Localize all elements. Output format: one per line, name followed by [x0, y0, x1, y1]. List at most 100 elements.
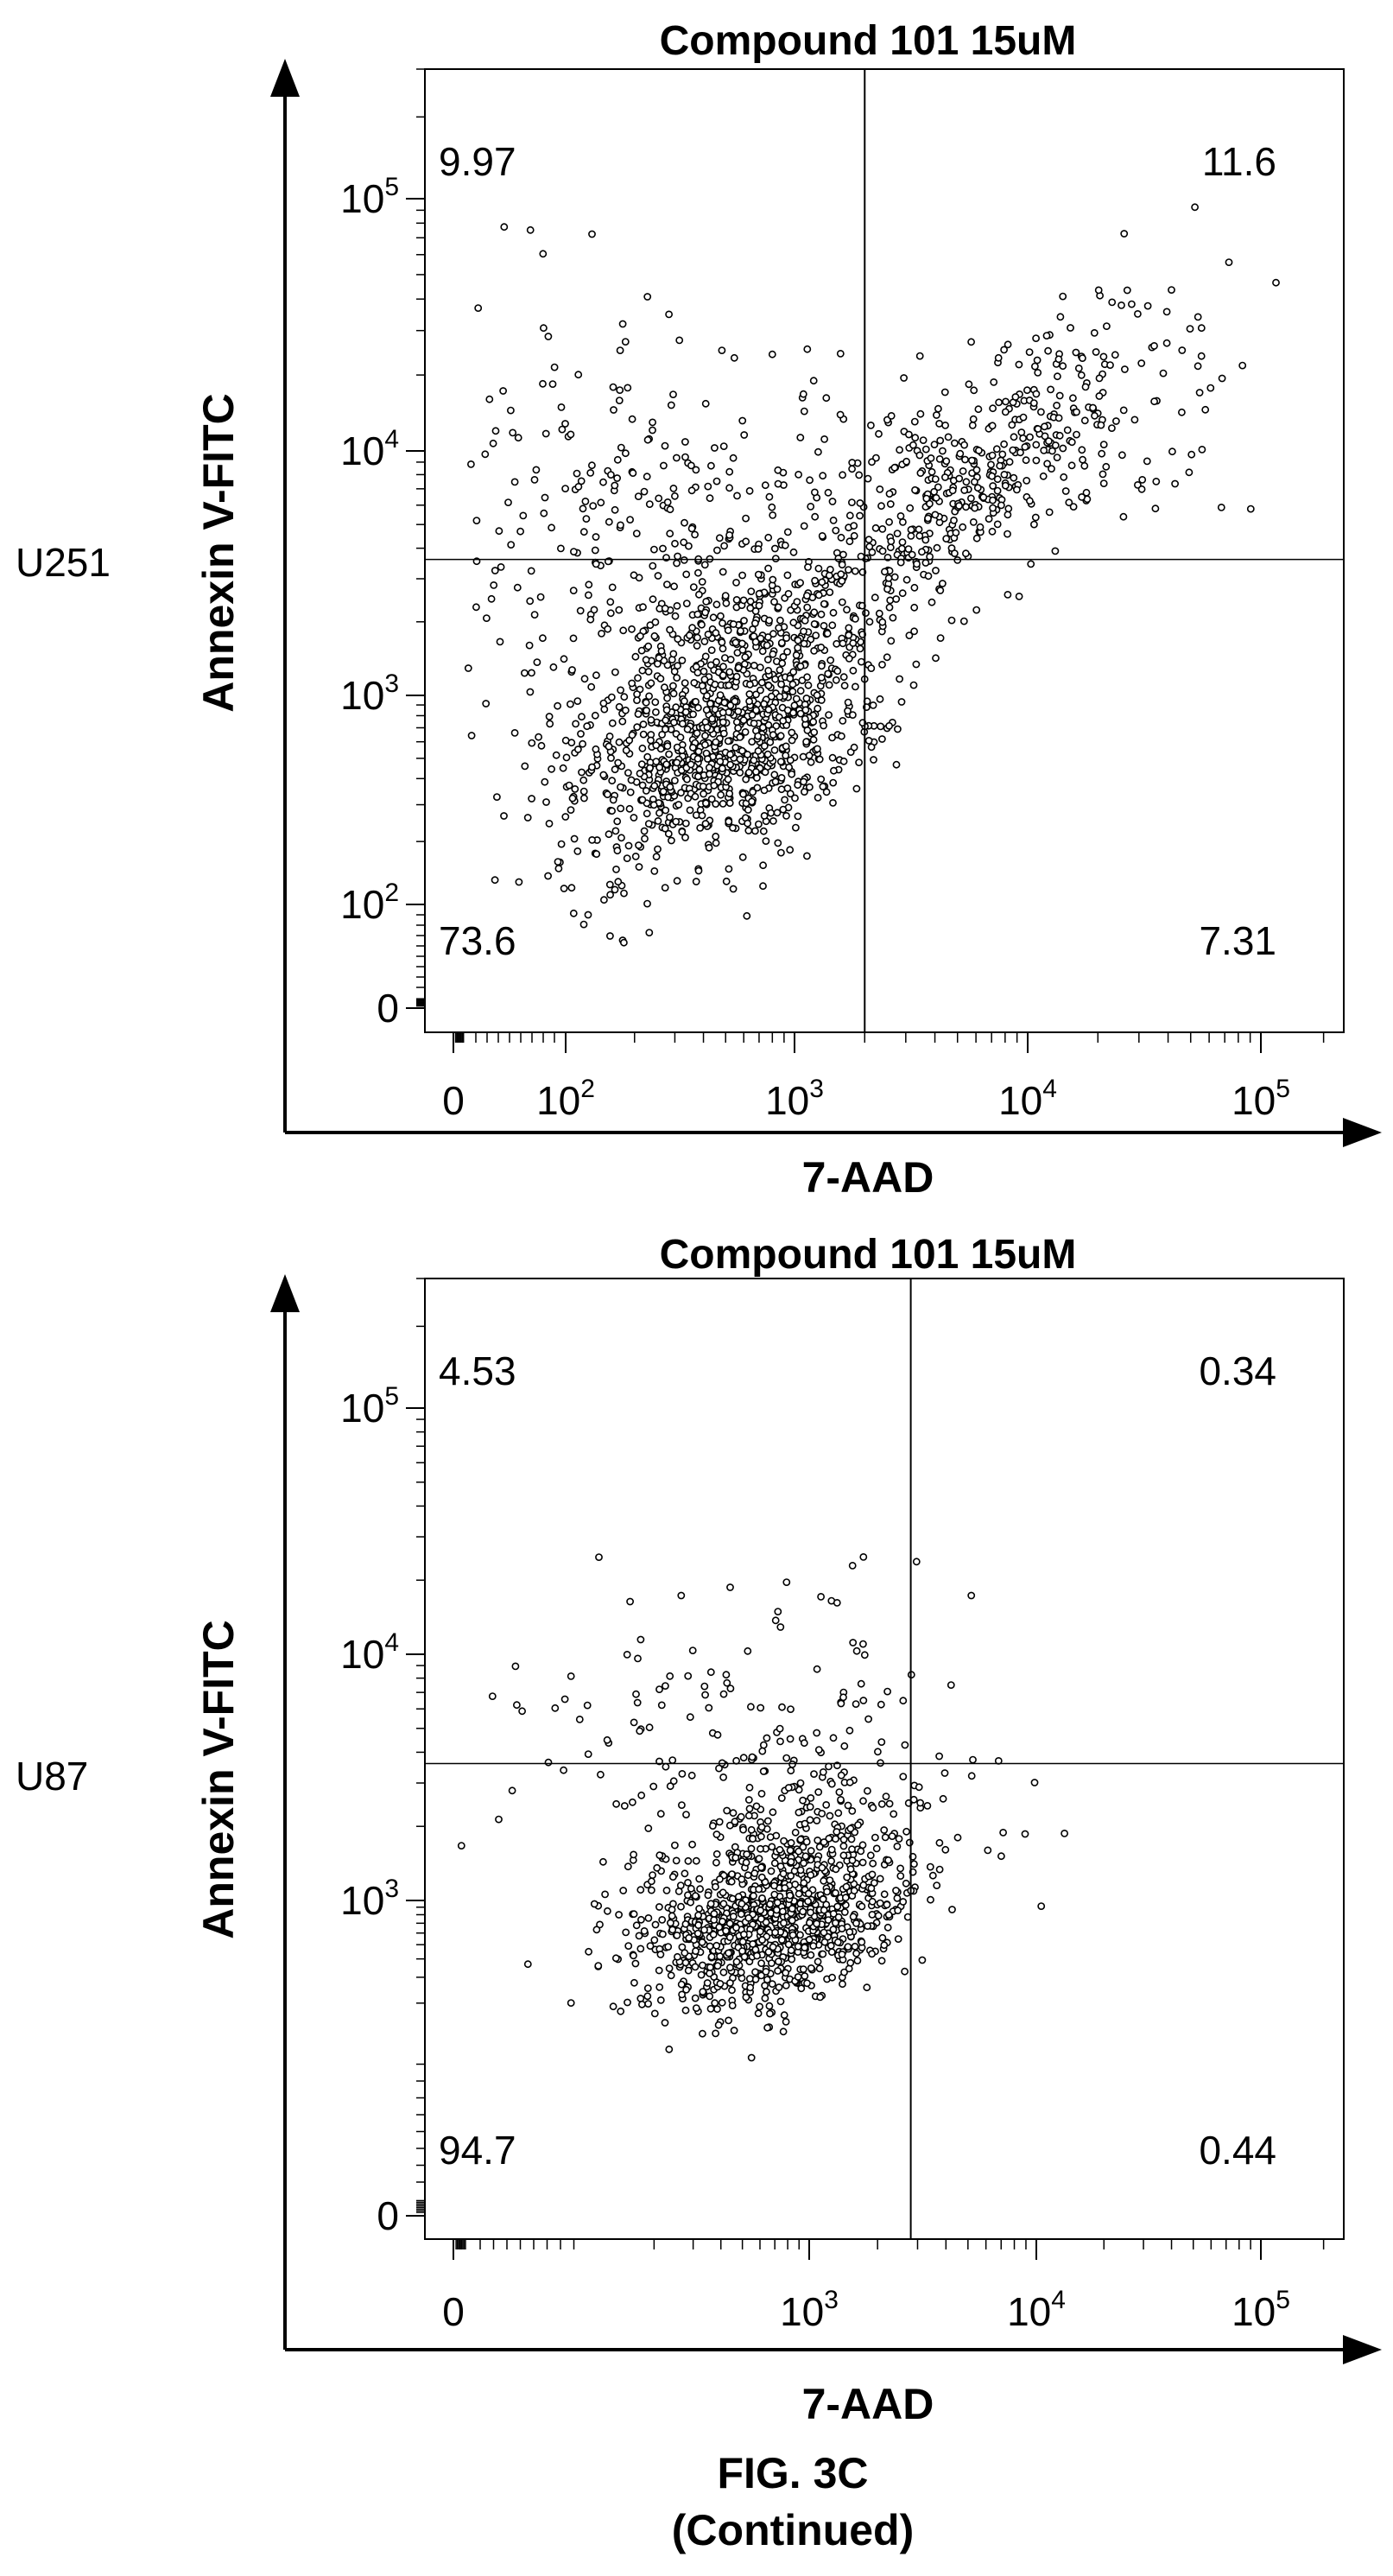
- scatter-point: [772, 1906, 781, 1914]
- scatter-point: [783, 706, 792, 714]
- scatter-point: [1067, 438, 1076, 447]
- scatter-point: [860, 1651, 869, 1659]
- scatter-point: [732, 718, 741, 726]
- scatter-point: [655, 809, 663, 817]
- scatter-point: [692, 1947, 700, 1955]
- scatter-point: [942, 535, 951, 542]
- scatter-point: [1067, 461, 1076, 470]
- scatter-point: [839, 639, 847, 648]
- scatter-point: [634, 492, 643, 500]
- scatter-point: [824, 488, 833, 497]
- scatter-point: [611, 668, 619, 676]
- scatter-point: [796, 687, 805, 695]
- scatter-point: [787, 1946, 795, 1955]
- scatter-point: [877, 1799, 886, 1808]
- scatter-point: [662, 760, 671, 769]
- scatter-point: [832, 1919, 839, 1927]
- scatter-point: [1081, 383, 1090, 391]
- scatter-point: [939, 1794, 947, 1803]
- scatter-point: [868, 1870, 877, 1879]
- scatter-point: [561, 420, 569, 428]
- scatter-point: [744, 819, 751, 828]
- scatter-point: [877, 1700, 885, 1709]
- scatter-point: [864, 1786, 871, 1795]
- scatter-point: [848, 498, 856, 506]
- scatter-point: [802, 695, 811, 702]
- scatter-point: [795, 1808, 803, 1817]
- scatter-point: [843, 1873, 852, 1881]
- scatter-point: [725, 1919, 734, 1928]
- scatter-point: [630, 1951, 637, 1960]
- scatter-point: [1032, 456, 1041, 465]
- scatter-point: [788, 728, 796, 737]
- scatter-point: [968, 421, 977, 429]
- scatter-point: [972, 606, 981, 614]
- scatter-point: [800, 627, 807, 636]
- scatter-point: [674, 1887, 683, 1895]
- scatter-point: [774, 479, 782, 488]
- scatter-point: [669, 650, 678, 658]
- scatter-point: [1097, 421, 1105, 429]
- x-ticks: 0 103 104 105: [442, 2239, 1325, 2334]
- scatter-point: [817, 610, 826, 619]
- scatter-point: [684, 1856, 693, 1865]
- scatter-point: [878, 1933, 887, 1942]
- scatter-point: [806, 783, 814, 791]
- scatter-point: [710, 1909, 719, 1918]
- y-axis-label: Annexin V-FITC: [194, 393, 243, 712]
- scatter-point: [674, 552, 681, 561]
- scatter-point: [837, 533, 845, 542]
- scatter-point: [781, 796, 788, 804]
- scatter-point: [726, 760, 734, 769]
- scatter-point: [693, 610, 702, 619]
- scatter-point: [732, 672, 741, 681]
- scatter-point: [673, 559, 681, 568]
- scatter-point: [896, 1864, 904, 1873]
- scatter-point: [845, 1928, 854, 1936]
- scatter-point: [1047, 385, 1054, 394]
- scatter-point: [726, 1685, 735, 1692]
- scatter-point: [770, 746, 779, 754]
- scatter-point: [779, 1869, 788, 1878]
- scatter-point: [589, 502, 598, 510]
- scatter-point: [825, 1762, 833, 1771]
- scatter-point: [554, 865, 563, 872]
- scatter-point: [776, 1724, 784, 1733]
- scatter-point: [577, 730, 585, 738]
- scatter-point: [674, 635, 682, 644]
- scatter-point: [829, 608, 838, 617]
- scatter-point: [799, 1843, 807, 1851]
- scatter-point: [1137, 485, 1146, 493]
- scatter-point: [662, 1886, 671, 1894]
- scatter-point: [738, 746, 746, 755]
- scatter-point: [985, 515, 993, 523]
- scatter-point: [663, 581, 671, 588]
- scatter-point: [995, 398, 1003, 407]
- scatter-point: [585, 581, 593, 589]
- scatter-point: [472, 603, 480, 612]
- scatter-point: [731, 638, 740, 647]
- scatter-point: [813, 1665, 821, 1673]
- scatter-point: [671, 612, 680, 620]
- scatter-point: [869, 1859, 877, 1868]
- scatter-point: [628, 731, 636, 739]
- scatter-point: [649, 418, 656, 427]
- scatter-point: [807, 1871, 815, 1879]
- scatter-point: [1099, 470, 1107, 479]
- scatter-point: [1037, 1902, 1046, 1910]
- scatter-point: [836, 349, 845, 358]
- scatter-point: [997, 1852, 1005, 1861]
- scatter-point: [617, 443, 625, 452]
- scatter-point: [666, 625, 674, 634]
- scatter-point: [800, 522, 808, 530]
- scatter-point: [848, 465, 856, 473]
- scatter-point: [750, 662, 758, 669]
- scatter-point: [724, 737, 732, 746]
- scatter-point: [852, 784, 861, 793]
- scatter-point: [788, 1955, 796, 1964]
- scatter-point: [694, 1921, 703, 1929]
- scatter-point: [655, 1903, 663, 1911]
- scatter-point: [780, 2011, 788, 2020]
- scatter-point: [969, 518, 978, 526]
